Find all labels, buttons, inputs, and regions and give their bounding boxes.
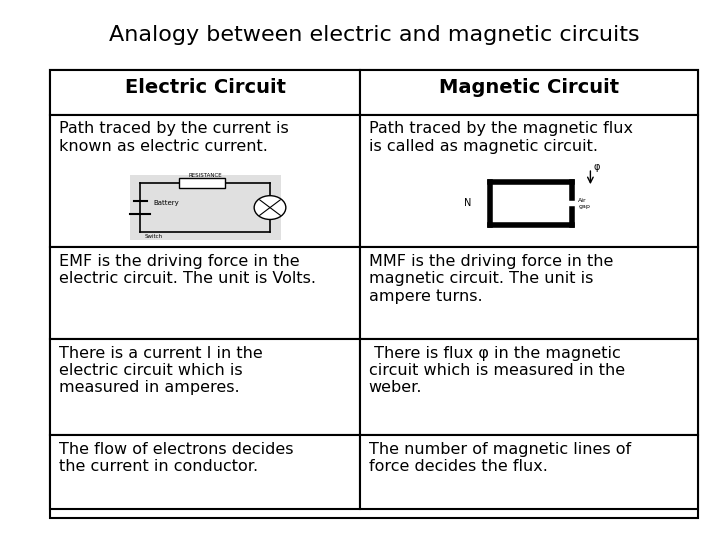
Bar [50, 435, 360, 509]
Text: The number of magnetic lines of
force decides the flux.: The number of magnetic lines of force de… [369, 442, 631, 474]
Bar [50, 247, 360, 339]
Bar [360, 435, 698, 509]
Bar [360, 247, 698, 339]
Bar [360, 115, 698, 247]
Bar [50, 115, 360, 247]
Text: Battery: Battery [153, 200, 179, 206]
Bar [360, 70, 698, 115]
Text: There is a current I in the
electric circuit which is
measured in amperes.: There is a current I in the electric cir… [59, 346, 263, 395]
Text: φ: φ [594, 162, 600, 172]
Text: Switch: Switch [144, 234, 163, 239]
Text: RESISTANCE: RESISTANCE [189, 173, 222, 178]
Text: Path traced by the magnetic flux
is called as magnetic circuit.: Path traced by the magnetic flux is call… [369, 122, 633, 154]
Text: Electric Circuit: Electric Circuit [125, 78, 286, 97]
Circle shape [254, 195, 286, 219]
Text: Magnetic Circuit: Magnetic Circuit [439, 78, 619, 97]
Bar [360, 339, 698, 435]
Text: N: N [464, 198, 472, 208]
Text: The flow of electrons decides
the current in conductor.: The flow of electrons decides the curren… [59, 442, 294, 474]
Text: Air
gap: Air gap [578, 198, 590, 208]
Text: MMF is the driving force in the
magnetic circuit. The unit is
ampere turns.: MMF is the driving force in the magnetic… [369, 254, 613, 303]
Bar [179, 178, 225, 188]
Text: There is flux φ in the magnetic
circuit which is measured in the
weber.: There is flux φ in the magnetic circuit … [369, 346, 625, 395]
Bar [130, 175, 281, 240]
Bar [50, 339, 360, 435]
Bar [50, 70, 698, 518]
Text: Path traced by the current is
known as electric current.: Path traced by the current is known as e… [59, 122, 289, 154]
Text: EMF is the driving force in the
electric circuit. The unit is Volts.: EMF is the driving force in the electric… [59, 254, 316, 286]
Bar [50, 70, 360, 115]
Text: Analogy between electric and magnetic circuits: Analogy between electric and magnetic ci… [109, 25, 639, 45]
